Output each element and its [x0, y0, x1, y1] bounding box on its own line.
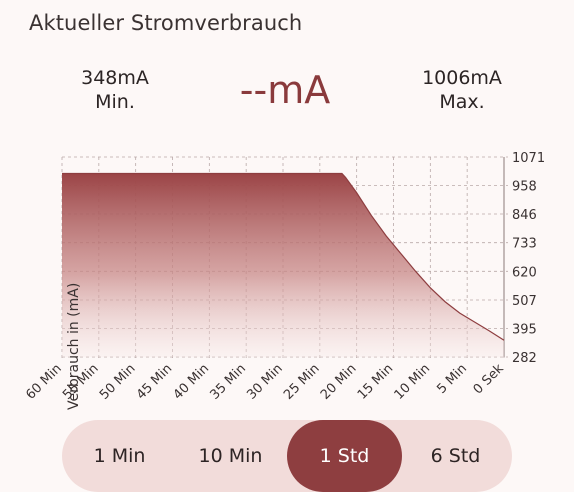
current-value: --mA — [239, 68, 331, 112]
y-axis-label: Verbrauch in (mA) — [66, 283, 82, 410]
x-tick-label: 0 Sek — [471, 361, 508, 398]
y-tick-label: 395 — [512, 322, 537, 337]
y-tick-label: 282 — [512, 351, 537, 366]
y-tick-label: 1071 — [512, 151, 545, 166]
x-tick-label: 45 Min — [134, 361, 176, 403]
x-tick-label: 25 Min — [281, 361, 323, 403]
y-tick-label: 846 — [512, 208, 537, 223]
range-option-6-std[interactable]: 6 Std — [430, 445, 481, 467]
min-value: 348mA — [81, 67, 149, 89]
y-tick-label: 958 — [512, 180, 537, 195]
x-tick-label: 10 Min — [392, 361, 434, 403]
max-value: 1006mA — [422, 67, 502, 89]
x-tick-label: 35 Min — [207, 361, 249, 403]
x-tick-label: 50 Min — [97, 361, 139, 403]
x-tick-label: 5 Min — [434, 361, 470, 397]
series-area — [62, 173, 504, 357]
max-stat: 1006mA Max. — [412, 66, 512, 114]
y-tick-labels: 1071 958 846 733 620 507 395 282 — [512, 151, 545, 366]
range-option-10-min[interactable]: 10 Min — [198, 445, 263, 467]
x-tick-label: 30 Min — [244, 361, 286, 403]
y-tick-label: 733 — [512, 237, 537, 252]
series-line — [62, 172, 505, 341]
x-tick-label: 60 Min — [23, 361, 65, 403]
y-tick-label: 507 — [512, 294, 537, 309]
range-selector: 1 Min 10 Min 1 Std 6 Std — [62, 420, 512, 492]
x-tick-label: 15 Min — [355, 361, 397, 403]
y-tick-label: 620 — [512, 265, 537, 280]
range-option-1-min[interactable]: 1 Min — [93, 445, 146, 467]
range-option-1-std[interactable]: 1 Std — [287, 420, 402, 492]
min-label: Min. — [95, 91, 135, 113]
chart-area-layer — [62, 172, 505, 357]
max-label: Max. — [439, 91, 485, 113]
x-tick-label: 20 Min — [318, 361, 360, 403]
min-stat: 348mA Min. — [70, 66, 160, 114]
x-tick-label: 40 Min — [171, 361, 213, 403]
page-title: Aktueller Stromverbrauch — [29, 11, 303, 35]
